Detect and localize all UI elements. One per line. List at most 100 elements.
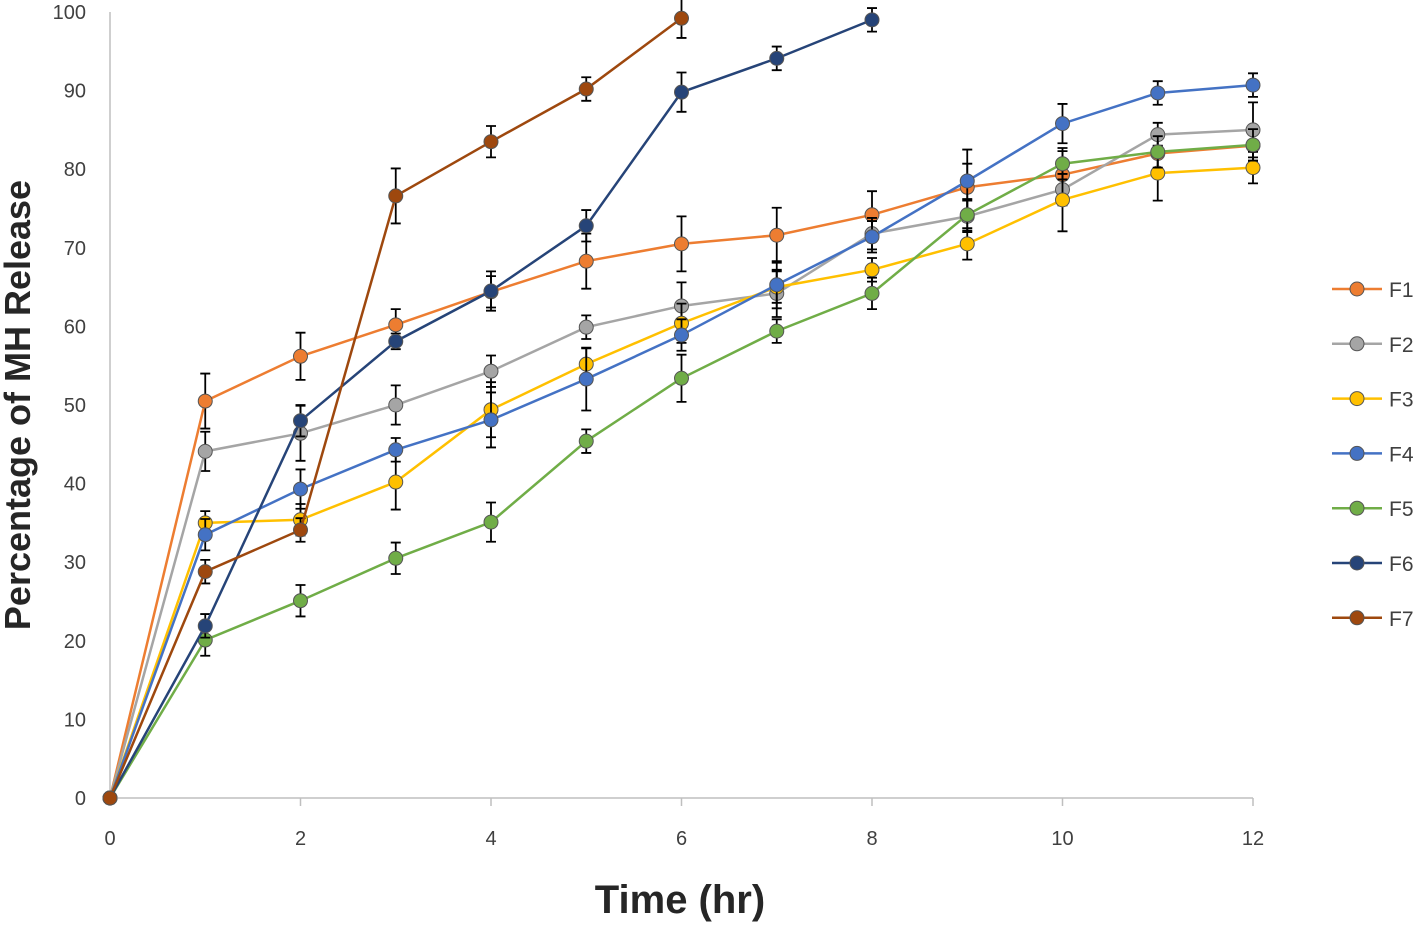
legend-label: F7 — [1389, 608, 1414, 631]
data-point — [483, 283, 499, 299]
data-point — [197, 393, 213, 409]
legend-item-f7: F7 — [1332, 608, 1414, 631]
legend-item-f3: F3 — [1332, 389, 1414, 412]
legend-marker — [1349, 336, 1365, 352]
data-point — [388, 333, 404, 349]
data-point — [864, 12, 880, 28]
series-f7 — [102, 0, 689, 806]
data-point — [1245, 77, 1261, 93]
data-point — [674, 10, 689, 26]
legend-label: F1 — [1389, 279, 1414, 302]
data-point — [102, 790, 118, 806]
legend-label: F5 — [1389, 498, 1414, 521]
legend: F1 F2 F3 F4 F5 F6 F7 — [1332, 279, 1414, 631]
legend-marker — [1349, 281, 1365, 297]
legend-item-f6: F6 — [1332, 553, 1414, 576]
y-tick-label: 80 — [64, 159, 86, 181]
data-point — [388, 550, 404, 566]
y-tick-label: 50 — [64, 395, 86, 417]
data-point — [483, 412, 499, 428]
legend-item-f1: F1 — [1332, 279, 1414, 302]
series-f4 — [102, 72, 1261, 806]
legend-label: F3 — [1389, 389, 1414, 412]
data-point — [388, 474, 404, 490]
legend-label: F6 — [1389, 553, 1414, 576]
data-point — [769, 323, 785, 339]
y-tick-label: 0 — [75, 788, 86, 810]
data-point — [769, 277, 785, 293]
legend-item-f5: F5 — [1332, 498, 1414, 521]
legend-marker — [1349, 391, 1365, 407]
x-tick-label: 10 — [1051, 828, 1073, 850]
data-point — [293, 413, 308, 429]
data-point — [959, 236, 975, 252]
series-line — [108, 83, 1254, 799]
x-tick-label: 8 — [866, 828, 877, 850]
x-tick-label: 6 — [676, 828, 687, 850]
x-tick-label: 4 — [485, 828, 496, 850]
data-point — [959, 207, 975, 223]
data-point — [1055, 156, 1070, 172]
axes — [109, 12, 1253, 799]
data-point — [388, 317, 404, 333]
data-point — [674, 84, 689, 100]
data-point — [674, 370, 689, 386]
data-point — [388, 188, 404, 204]
data-point — [1055, 116, 1070, 132]
y-tick-label: 30 — [64, 552, 86, 574]
data-point — [769, 227, 785, 243]
legend-marker — [1349, 445, 1365, 461]
legend-label: F2 — [1389, 334, 1414, 357]
legend-item-f2: F2 — [1332, 334, 1414, 357]
series-f2 — [102, 101, 1261, 806]
data-point — [578, 371, 594, 387]
y-tick-label: 90 — [64, 81, 86, 103]
data-point — [1055, 192, 1070, 208]
y-tick-label: 20 — [64, 631, 86, 653]
y-tick-label: 60 — [64, 316, 86, 338]
y-axis-title: Percentage of MH Release — [0, 180, 38, 630]
series-f5 — [102, 128, 1261, 806]
data-point — [769, 50, 785, 66]
y-tick-label: 70 — [64, 238, 86, 260]
y-tick-labels: 0 10 20 30 40 50 60 70 80 90 100 — [53, 2, 86, 810]
data-point — [197, 443, 213, 459]
data-point — [293, 481, 308, 497]
data-point — [1245, 137, 1261, 153]
legend-marker — [1349, 610, 1365, 626]
y-tick-label: 40 — [64, 474, 86, 496]
data-point — [864, 229, 880, 245]
data-point — [197, 527, 213, 543]
data-point — [1150, 85, 1166, 101]
data-point — [578, 218, 594, 234]
data-point — [674, 236, 689, 252]
data-point — [1245, 160, 1261, 176]
series-layer — [102, 0, 1261, 806]
y-tick-label: 10 — [64, 709, 86, 731]
data-point — [483, 514, 499, 530]
data-point — [864, 262, 880, 278]
x-tick-label: 12 — [1242, 828, 1264, 850]
data-point — [483, 134, 499, 150]
data-point — [293, 522, 308, 538]
legend-label: F4 — [1389, 443, 1414, 466]
legend-marker — [1349, 500, 1365, 516]
data-point — [293, 348, 308, 364]
x-tick-label: 2 — [295, 828, 306, 850]
data-point — [1150, 144, 1166, 160]
x-tick-labels: 0 2 4 6 8 10 12 — [104, 798, 1264, 850]
data-point — [578, 433, 594, 449]
data-point — [197, 618, 213, 634]
legend-marker — [1349, 555, 1365, 571]
legend-item-f4: F4 — [1332, 443, 1414, 466]
data-point — [674, 327, 689, 343]
data-point — [388, 397, 404, 413]
data-point — [197, 564, 213, 580]
x-tick-label: 0 — [104, 828, 115, 850]
data-point — [483, 363, 499, 379]
series-f1 — [102, 129, 1261, 806]
data-point — [293, 593, 308, 609]
data-point — [388, 442, 404, 458]
data-point — [864, 285, 880, 301]
